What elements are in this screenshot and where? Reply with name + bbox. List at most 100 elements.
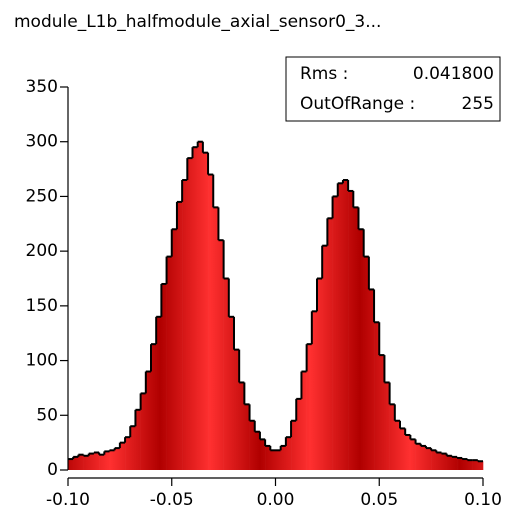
bar xyxy=(291,420,297,470)
x-tick-label: -0.05 xyxy=(150,490,194,510)
bar xyxy=(99,454,105,470)
stats-label: Rms : xyxy=(300,64,348,84)
y-tick-label: 200 xyxy=(26,241,58,261)
bar xyxy=(119,442,126,470)
bar xyxy=(285,437,292,470)
bar xyxy=(239,382,245,470)
stats-value: 0.041800 xyxy=(413,64,494,84)
bar xyxy=(151,344,157,470)
bar xyxy=(342,180,349,470)
bar xyxy=(374,322,380,470)
bar xyxy=(420,445,427,470)
bar xyxy=(104,451,110,470)
y-tick-label: 250 xyxy=(26,186,58,206)
bar xyxy=(156,316,162,470)
bar xyxy=(337,183,344,470)
bar xyxy=(218,240,224,470)
bar xyxy=(457,457,463,470)
y-tick-label: 350 xyxy=(26,77,58,97)
bar xyxy=(327,218,333,470)
y-tick-label: 150 xyxy=(26,296,58,316)
bar xyxy=(462,459,468,470)
bar xyxy=(280,445,287,470)
bar xyxy=(394,420,401,470)
bar xyxy=(296,398,302,470)
bar xyxy=(436,452,442,470)
x-tick-label: -0.10 xyxy=(46,490,90,510)
bar xyxy=(202,152,209,470)
bar xyxy=(400,428,406,470)
bar xyxy=(93,452,100,470)
bar xyxy=(306,344,313,470)
bar xyxy=(135,409,141,470)
y-tick-label: 0 xyxy=(47,460,58,480)
bar xyxy=(332,196,339,470)
bar xyxy=(410,439,416,470)
bar xyxy=(182,180,188,470)
bar xyxy=(176,201,183,470)
bar xyxy=(254,431,261,470)
bar xyxy=(68,459,74,470)
bar xyxy=(197,141,204,470)
bar xyxy=(145,371,152,470)
plot-area: 0 50 100 150 200 250 300 350 -0.10 -0.05 0.00 0.05 0… xyxy=(26,77,502,510)
bar xyxy=(83,455,90,470)
bar xyxy=(451,456,458,470)
bar xyxy=(441,453,447,470)
bar xyxy=(379,355,385,470)
bar xyxy=(431,450,437,470)
bar xyxy=(446,455,453,470)
bar xyxy=(140,393,147,470)
bar xyxy=(234,349,240,470)
bar xyxy=(472,460,479,470)
bar xyxy=(249,420,256,470)
bar xyxy=(384,382,390,470)
bar xyxy=(259,439,266,470)
bar xyxy=(353,207,359,470)
bar xyxy=(208,174,214,471)
bar xyxy=(322,245,328,470)
bar xyxy=(425,448,432,470)
y-tick-label: 50 xyxy=(36,405,58,425)
x-tick-label: 0.05 xyxy=(360,490,398,510)
bar xyxy=(109,450,115,470)
bar xyxy=(78,454,84,470)
bar xyxy=(389,404,396,470)
bar xyxy=(363,256,370,470)
bar xyxy=(223,278,230,470)
bar xyxy=(415,443,422,470)
bar xyxy=(358,229,364,470)
bar xyxy=(244,404,250,470)
bar xyxy=(187,158,193,470)
bar xyxy=(467,460,473,470)
bar xyxy=(348,190,354,470)
stats-value: 255 xyxy=(462,94,494,114)
bar xyxy=(477,461,484,470)
stats-box xyxy=(285,56,501,122)
bar xyxy=(73,456,79,470)
bar xyxy=(311,311,318,470)
bar xyxy=(317,278,323,470)
bar xyxy=(88,453,95,470)
bar xyxy=(213,207,219,470)
bar xyxy=(275,450,281,470)
bar xyxy=(130,426,136,470)
bar xyxy=(161,283,167,470)
chart-title: module_L1b_halfmodule_axial_sensor0_3... xyxy=(14,12,381,32)
y-tick-label: 100 xyxy=(26,351,58,371)
bar xyxy=(125,437,131,470)
bar xyxy=(265,445,271,470)
bar xyxy=(301,371,307,470)
bar xyxy=(166,256,173,470)
bar xyxy=(114,448,121,470)
bar xyxy=(368,289,375,470)
bar xyxy=(270,450,276,470)
bar xyxy=(192,147,198,470)
bar xyxy=(405,434,411,470)
x-tick-label: 0.00 xyxy=(257,490,295,510)
x-tick-label: 0.10 xyxy=(464,490,502,510)
stats-label: OutOfRange : xyxy=(300,94,415,114)
y-tick-label: 300 xyxy=(26,132,58,152)
bar xyxy=(228,316,235,470)
